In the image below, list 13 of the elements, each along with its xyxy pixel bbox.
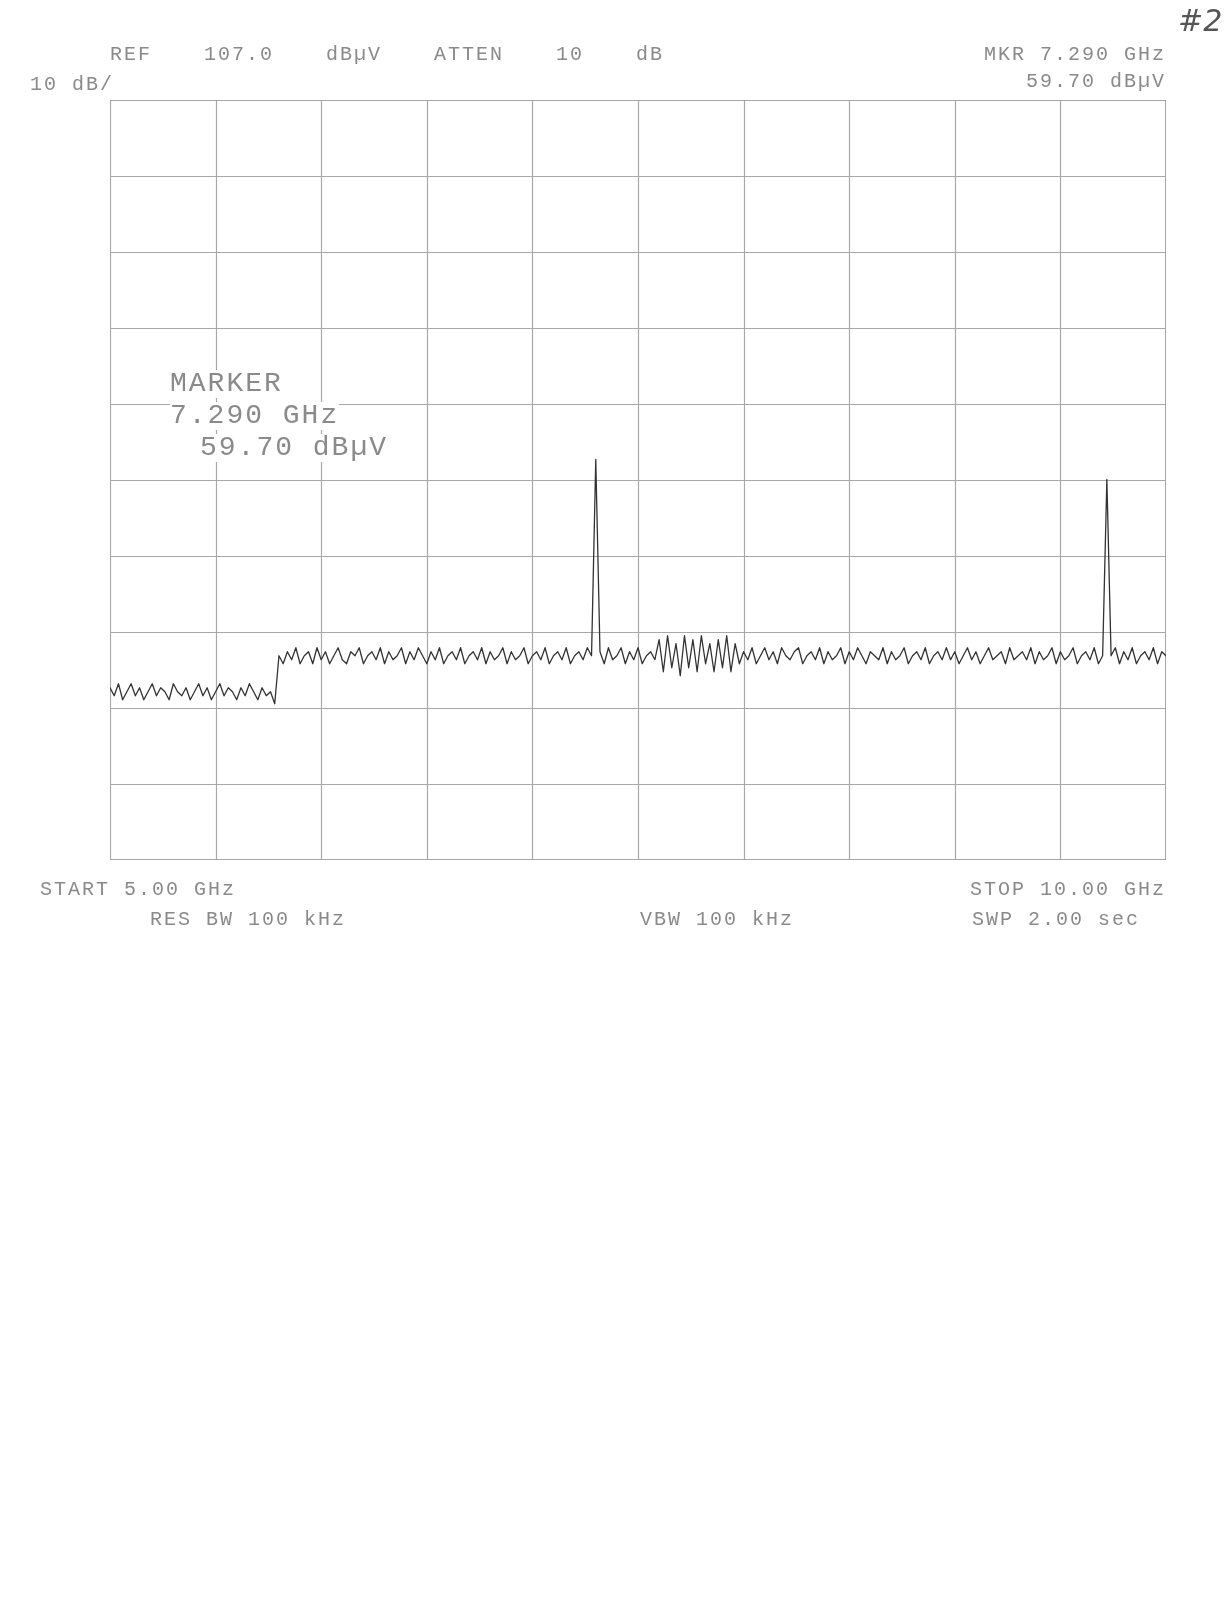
text: REF 107.0 dBµV ATTEN 10 dB (110, 43, 665, 66)
text: START 5.00 GHz (40, 878, 237, 901)
text: VBW 100 kHz (640, 908, 795, 931)
text: #2 (1178, 3, 1223, 38)
text: MKR 7.290 GHz (984, 43, 1167, 66)
text: MARKER (170, 368, 283, 399)
text: 59.70 dBµV (1026, 70, 1167, 93)
text: SWP 2.00 sec (972, 908, 1141, 931)
text: RES BW 100 kHz (150, 908, 347, 931)
annotation: 59.70 dBµV (200, 432, 389, 463)
text: STOP 10.00 GHz (970, 878, 1167, 901)
text: 7.290 GHz (170, 400, 340, 431)
text: 10 dB/ (30, 73, 115, 96)
